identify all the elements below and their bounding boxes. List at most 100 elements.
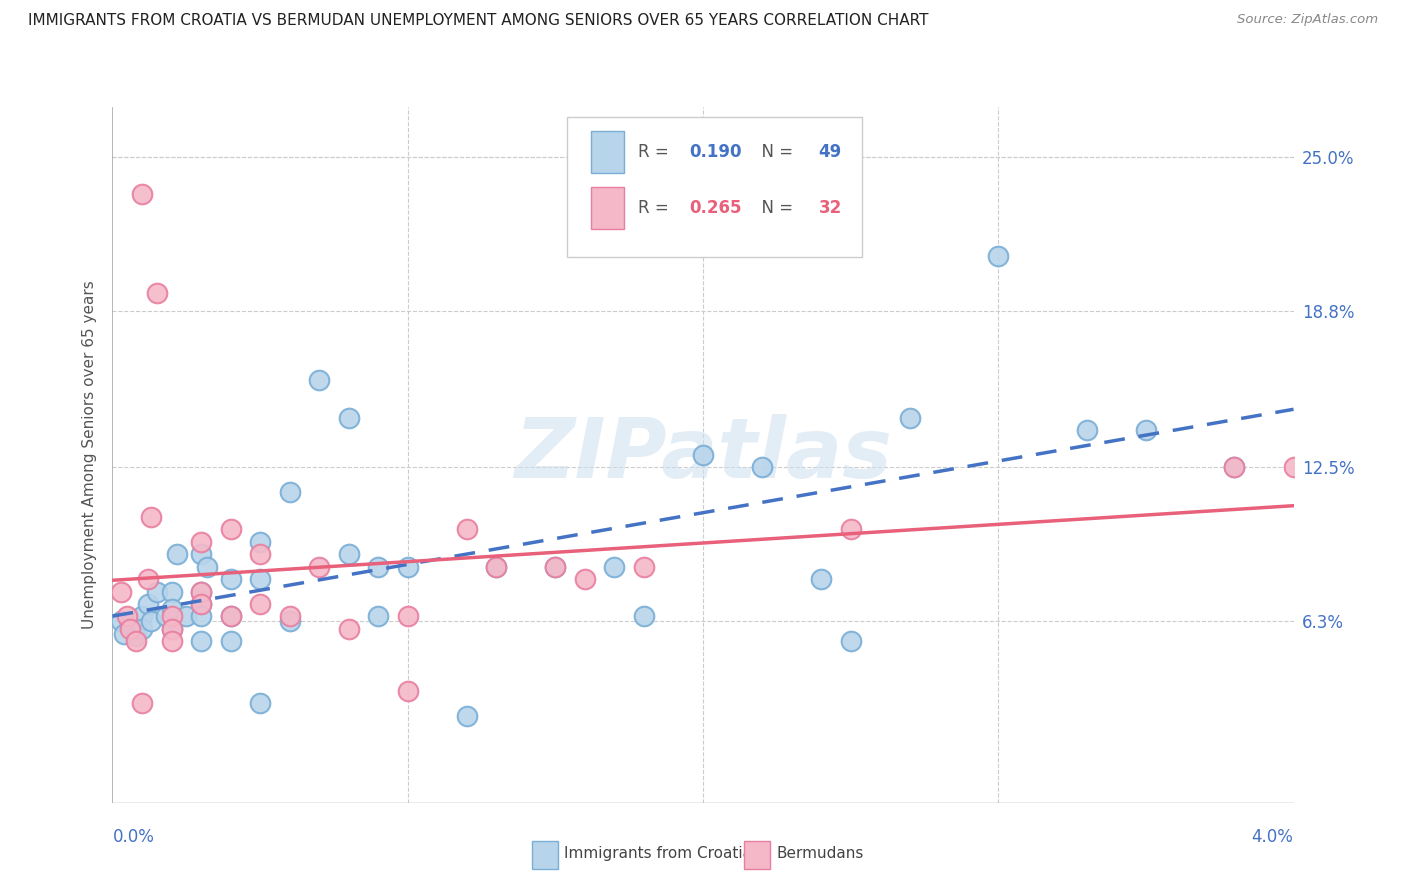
Text: ZIPatlas: ZIPatlas	[515, 415, 891, 495]
Point	[219, 634, 242, 648]
Point	[456, 708, 478, 723]
Point	[337, 547, 360, 561]
Point	[131, 697, 153, 711]
Point	[190, 547, 212, 561]
Point	[190, 584, 212, 599]
Point	[112, 627, 135, 641]
Point	[249, 697, 271, 711]
Point	[751, 460, 773, 475]
Point	[155, 609, 177, 624]
Point	[396, 559, 419, 574]
Point	[219, 609, 242, 624]
Point	[136, 597, 159, 611]
Point	[110, 615, 132, 629]
Point	[110, 584, 132, 599]
Point	[249, 597, 271, 611]
Point	[544, 559, 567, 574]
Point	[1223, 460, 1246, 475]
Point	[160, 622, 183, 636]
Point	[219, 572, 242, 586]
Text: 0.0%: 0.0%	[112, 828, 155, 846]
Point	[1223, 460, 1246, 475]
Point	[160, 609, 183, 624]
Point	[190, 634, 212, 648]
Point	[898, 410, 921, 425]
Point	[190, 584, 212, 599]
Point	[692, 448, 714, 462]
Point	[485, 559, 508, 574]
Text: 0.190: 0.190	[689, 144, 741, 161]
Point	[136, 572, 159, 586]
Point	[633, 559, 655, 574]
Text: Bermudans: Bermudans	[776, 847, 863, 861]
Text: IMMIGRANTS FROM CROATIA VS BERMUDAN UNEMPLOYMENT AMONG SENIORS OVER 65 YEARS COR: IMMIGRANTS FROM CROATIA VS BERMUDAN UNEM…	[28, 13, 928, 29]
Point	[456, 523, 478, 537]
Point	[987, 249, 1010, 263]
Point	[160, 584, 183, 599]
Point	[139, 615, 162, 629]
Point	[278, 485, 301, 500]
Text: 49: 49	[818, 144, 842, 161]
Point	[146, 584, 169, 599]
Point	[166, 547, 188, 561]
FancyBboxPatch shape	[531, 841, 558, 869]
Point	[195, 559, 218, 574]
Point	[131, 187, 153, 202]
Text: R =: R =	[638, 199, 673, 217]
Text: 0.265: 0.265	[689, 199, 741, 217]
FancyBboxPatch shape	[567, 118, 862, 257]
Point	[367, 609, 389, 624]
Point	[131, 609, 153, 624]
Text: Immigrants from Croatia: Immigrants from Croatia	[564, 847, 752, 861]
Point	[131, 622, 153, 636]
Point	[603, 559, 626, 574]
Point	[367, 559, 389, 574]
FancyBboxPatch shape	[591, 187, 624, 229]
Point	[308, 559, 330, 574]
Point	[160, 602, 183, 616]
Point	[139, 510, 162, 524]
Point	[249, 547, 271, 561]
Point	[174, 609, 197, 624]
Point	[544, 559, 567, 574]
Point	[160, 634, 183, 648]
Point	[396, 684, 419, 698]
Point	[146, 286, 169, 301]
Point	[125, 634, 148, 648]
Point	[337, 622, 360, 636]
Point	[1076, 423, 1098, 437]
Point	[485, 559, 508, 574]
Point	[249, 572, 271, 586]
Point	[125, 629, 148, 643]
Text: 4.0%: 4.0%	[1251, 828, 1294, 846]
Point	[839, 523, 862, 537]
Point	[117, 609, 138, 624]
Y-axis label: Unemployment Among Seniors over 65 years: Unemployment Among Seniors over 65 years	[82, 281, 97, 629]
Point	[1282, 460, 1305, 475]
Point	[190, 534, 212, 549]
Point	[219, 523, 242, 537]
Text: Source: ZipAtlas.com: Source: ZipAtlas.com	[1237, 13, 1378, 27]
Text: N =: N =	[751, 199, 799, 217]
Point	[190, 597, 212, 611]
Point	[633, 609, 655, 624]
Point	[219, 609, 242, 624]
Point	[190, 597, 212, 611]
Point	[160, 622, 183, 636]
Point	[278, 609, 301, 624]
Point	[308, 373, 330, 387]
Text: N =: N =	[751, 144, 799, 161]
Point	[278, 615, 301, 629]
Point	[1135, 423, 1157, 437]
Point	[120, 616, 142, 631]
Text: 32: 32	[818, 199, 842, 217]
Point	[839, 634, 862, 648]
Point	[337, 410, 360, 425]
Point	[574, 572, 596, 586]
Point	[190, 609, 212, 624]
FancyBboxPatch shape	[591, 131, 624, 173]
Point	[249, 534, 271, 549]
Text: R =: R =	[638, 144, 673, 161]
FancyBboxPatch shape	[744, 841, 770, 869]
Point	[396, 609, 419, 624]
